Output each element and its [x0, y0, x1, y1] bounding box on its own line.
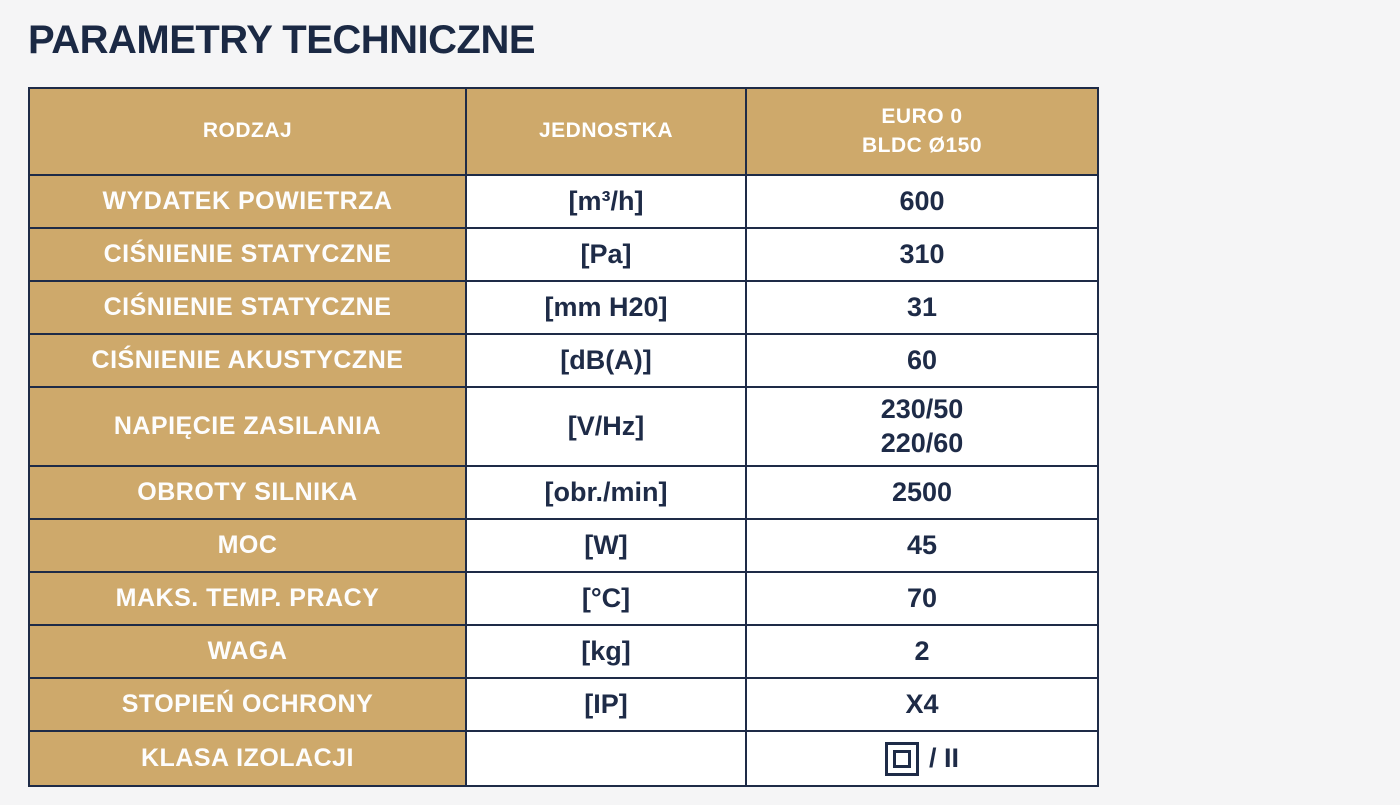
- row-unit: [W]: [467, 520, 747, 573]
- table-row: STOPIEŃ OCHRONY [IP] X4: [30, 679, 1097, 732]
- row-value: 2500: [747, 467, 1097, 520]
- class-ii-insulation-icon: [884, 741, 919, 776]
- row-unit: [IP]: [467, 679, 747, 732]
- table-row: CIŚNIENIE AKUSTYCZNE [dB(A)] 60: [30, 335, 1097, 388]
- table-row: KLASA IZOLACJI / II: [30, 732, 1097, 785]
- row-label: NAPIĘCIE ZASILANIA: [30, 388, 467, 467]
- row-label: CIŚNIENIE STATYCZNE: [30, 229, 467, 282]
- row-label: WAGA: [30, 626, 467, 679]
- row-value: 2: [747, 626, 1097, 679]
- row-unit: [Pa]: [467, 229, 747, 282]
- row-unit: [obr./min]: [467, 467, 747, 520]
- row-label: STOPIEŃ OCHRONY: [30, 679, 467, 732]
- table-row: OBROTY SILNIKA [obr./min] 2500: [30, 467, 1097, 520]
- table-row: CIŚNIENIE STATYCZNE [Pa] 310: [30, 229, 1097, 282]
- table-row: WAGA [kg] 2: [30, 626, 1097, 679]
- row-label: CIŚNIENIE STATYCZNE: [30, 282, 467, 335]
- table-row: CIŚNIENIE STATYCZNE [mm H20] 31: [30, 282, 1097, 335]
- row-unit: [m³/h]: [467, 176, 747, 229]
- row-unit: [V/Hz]: [467, 388, 747, 467]
- row-unit: [dB(A)]: [467, 335, 747, 388]
- column-header-unit: JEDNOSTKA: [467, 89, 747, 176]
- row-label: OBROTY SILNIKA: [30, 467, 467, 520]
- technical-parameters-table: RODZAJ JEDNOSTKA EURO 0 BLDC Ø150 WYDATE…: [28, 87, 1099, 787]
- class-ii-insulation-icon-inner: [892, 749, 911, 768]
- column-header-kind: RODZAJ: [30, 89, 467, 176]
- table-row: WYDATEK POWIETRZA [m³/h] 600: [30, 176, 1097, 229]
- row-value: 70: [747, 573, 1097, 626]
- row-label: MOC: [30, 520, 467, 573]
- row-unit: [467, 732, 747, 785]
- table-row: NAPIĘCIE ZASILANIA [V/Hz] 230/50 220/60: [30, 388, 1097, 467]
- page-title: PARAMETRY TECHNICZNE: [28, 18, 536, 62]
- column-header-model: EURO 0 BLDC Ø150: [747, 89, 1097, 176]
- row-unit: [°C]: [467, 573, 747, 626]
- row-value: X4: [747, 679, 1097, 732]
- row-value: 45: [747, 520, 1097, 573]
- row-label: WYDATEK POWIETRZA: [30, 176, 467, 229]
- row-label: KLASA IZOLACJI: [30, 732, 467, 785]
- row-value: / II: [747, 732, 1097, 785]
- row-value: 310: [747, 229, 1097, 282]
- row-value: 31: [747, 282, 1097, 335]
- table-row: MOC [W] 45: [30, 520, 1097, 573]
- row-value: 600: [747, 176, 1097, 229]
- row-value-text: / II: [928, 742, 959, 773]
- row-unit: [mm H20]: [467, 282, 747, 335]
- row-value: 60: [747, 335, 1097, 388]
- row-label: CIŚNIENIE AKUSTYCZNE: [30, 335, 467, 388]
- row-value: 230/50 220/60: [747, 388, 1097, 467]
- row-unit: [kg]: [467, 626, 747, 679]
- row-label: MAKS. TEMP. PRACY: [30, 573, 467, 626]
- table-header-row: RODZAJ JEDNOSTKA EURO 0 BLDC Ø150: [30, 89, 1097, 176]
- table-row: MAKS. TEMP. PRACY [°C] 70: [30, 573, 1097, 626]
